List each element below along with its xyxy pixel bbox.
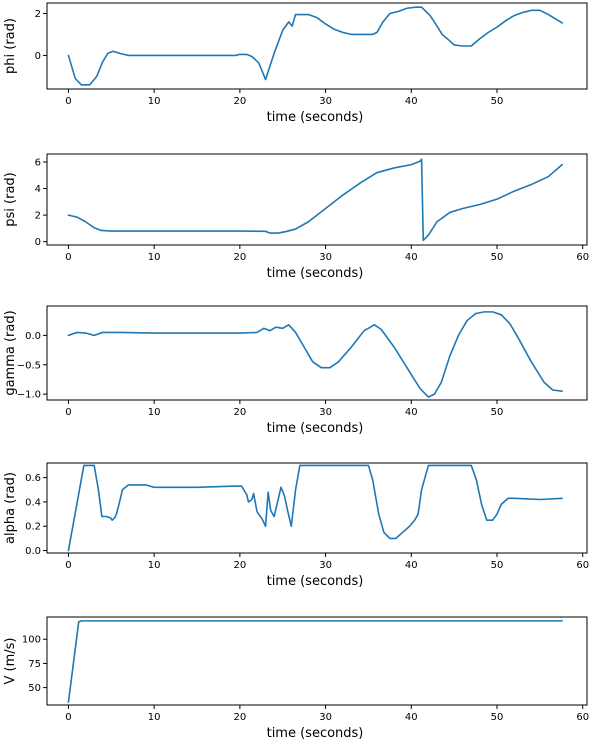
series-line xyxy=(67,6,563,86)
series-line xyxy=(67,620,563,703)
y-tick-label: 0.2 xyxy=(25,522,41,533)
y-axis-label: psi (rad) xyxy=(3,172,18,226)
x-axis-label: time (seconds) xyxy=(267,574,364,589)
x-tick-label: 10 xyxy=(148,560,161,571)
x-tick-label: 30 xyxy=(319,560,332,571)
y-axis-label: alpha (rad) xyxy=(3,472,18,544)
velocity-panel: 0 10 20 30 40 50 60 50 75 100 time (seconds) V (m/s… xyxy=(3,616,589,741)
series-line xyxy=(67,311,563,398)
x-tick-label: 20 xyxy=(233,407,246,418)
y-tick-label: 50 xyxy=(28,683,41,694)
y-tick-label: 0 xyxy=(35,237,41,248)
y-axis-label: phi (rad) xyxy=(3,18,18,74)
y-tick-label: 100 xyxy=(22,635,41,646)
x-tick-label: 40 xyxy=(405,407,418,418)
axes-frame xyxy=(46,2,588,90)
x-tick-label: 0 xyxy=(65,96,71,107)
x-tick-label: 50 xyxy=(491,407,504,418)
x-tick-label: 60 xyxy=(576,560,589,571)
series-line xyxy=(67,464,563,552)
x-tick-label: 20 xyxy=(233,252,246,263)
x-tick-label: 50 xyxy=(491,96,504,107)
axes-frame xyxy=(46,462,588,554)
axes-frame xyxy=(46,616,588,706)
gamma-panel: 0 10 20 30 40 50 0.0 −0.5 −1.0 time (seconds) gamm… xyxy=(3,305,588,436)
y-tick-label: 0.0 xyxy=(25,331,41,342)
phi-panel: 0 10 20 30 40 50 0 2 time (seconds) phi (rad) xyxy=(3,2,588,125)
y-tick-label: 2 xyxy=(35,211,41,222)
x-axis-label: time (seconds) xyxy=(267,266,364,281)
y-tick-label: −0.5 xyxy=(17,360,41,371)
x-tick-label: 20 xyxy=(233,96,246,107)
x-tick-label: 40 xyxy=(405,96,418,107)
y-tick-label: 75 xyxy=(28,659,41,670)
x-tick-label: 30 xyxy=(319,252,332,263)
x-axis-label: time (seconds) xyxy=(267,421,364,436)
series-line xyxy=(67,158,563,242)
x-tick-label: 40 xyxy=(405,252,418,263)
axes-frame xyxy=(46,305,588,401)
x-axis-label: time (seconds) xyxy=(267,110,364,125)
psi-panel: 0 10 20 30 40 50 60 0 2 4 6 time (seconds) psi (rad) xyxy=(3,153,589,281)
y-tick-label: 0.4 xyxy=(25,497,41,508)
x-tick-label: 60 xyxy=(576,712,589,723)
y-tick-label: −1.0 xyxy=(17,390,41,401)
y-tick-label: 0.6 xyxy=(25,473,41,484)
x-tick-label: 20 xyxy=(233,712,246,723)
y-axis-label: V (m/s) xyxy=(3,638,18,685)
x-tick-label: 0 xyxy=(65,407,71,418)
x-tick-label: 0 xyxy=(65,712,71,723)
axes-frame xyxy=(46,153,588,246)
y-tick-label: 0.0 xyxy=(25,546,41,557)
y-tick-label: 2 xyxy=(35,9,41,20)
x-tick-label: 40 xyxy=(405,560,418,571)
x-tick-label: 50 xyxy=(491,252,504,263)
y-tick-label: 0 xyxy=(35,51,41,62)
x-tick-label: 0 xyxy=(65,560,71,571)
y-axis-label: gamma (rad) xyxy=(3,310,18,395)
y-tick-label: 6 xyxy=(35,157,41,168)
x-tick-label: 30 xyxy=(319,407,332,418)
alpha-panel: 0 10 20 30 40 50 60 0.0 0.2 0.4 0.6 time (seconds) a… xyxy=(3,462,589,589)
y-tick-label: 4 xyxy=(35,184,41,195)
x-tick-label: 30 xyxy=(319,712,332,723)
x-tick-label: 10 xyxy=(148,252,161,263)
x-tick-label: 20 xyxy=(233,560,246,571)
x-tick-label: 40 xyxy=(405,712,418,723)
x-tick-label: 10 xyxy=(148,712,161,723)
x-tick-label: 60 xyxy=(576,252,589,263)
x-axis-label: time (seconds) xyxy=(267,726,364,741)
x-tick-label: 50 xyxy=(491,560,504,571)
x-tick-label: 10 xyxy=(148,407,161,418)
x-tick-label: 0 xyxy=(65,252,71,263)
x-tick-label: 30 xyxy=(319,96,332,107)
x-tick-label: 10 xyxy=(148,96,161,107)
x-tick-label: 50 xyxy=(491,712,504,723)
